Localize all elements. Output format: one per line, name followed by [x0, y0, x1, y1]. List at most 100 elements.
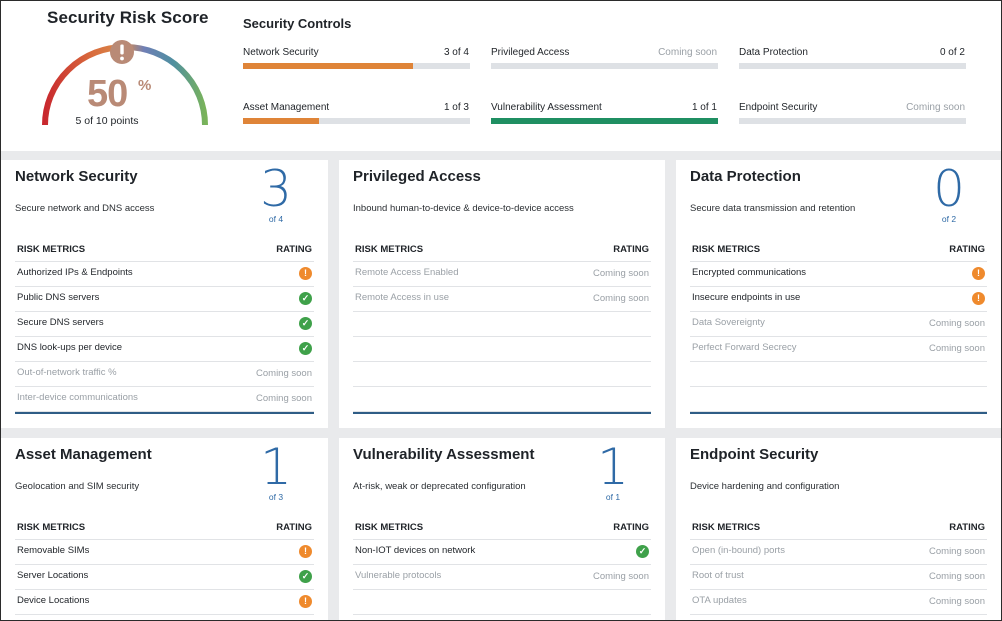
- metrics-header-label: RISK METRICS: [17, 522, 86, 533]
- metric-row[interactable]: DNS look-ups per device ✓: [15, 337, 314, 362]
- rating-header-label: RATING: [949, 522, 985, 533]
- control-progress-bar: [739, 63, 966, 69]
- metric-row[interactable]: Non-IOT devices on network ✓: [353, 540, 651, 565]
- metric-row[interactable]: [690, 362, 987, 387]
- control-value: Coming soon: [658, 47, 717, 58]
- metrics-header-label: RISK METRICS: [355, 244, 424, 255]
- row-rating: Coming soon: [593, 571, 649, 582]
- control-progress-fill: [243, 63, 414, 69]
- control-label: Asset Management: [243, 102, 330, 113]
- control-progress-bar: [491, 118, 718, 124]
- card-title: Asset Management: [15, 446, 152, 463]
- check-icon: ✓: [636, 545, 649, 558]
- control-progress-bar: [739, 118, 966, 124]
- metric-label: Vulnerable protocols: [355, 570, 442, 581]
- metric-row[interactable]: Public DNS servers ✓: [15, 287, 314, 312]
- risk-score-title: Security Risk Score: [47, 8, 209, 27]
- control-progress-bar: [243, 118, 470, 124]
- control-progress-bar: [243, 63, 470, 69]
- metric-label: Remote Access Enabled: [355, 267, 459, 278]
- row-rating: Coming soon: [929, 546, 985, 557]
- card-description: Device hardening and configuration: [690, 481, 840, 492]
- metric-row[interactable]: Device Locations!: [15, 590, 314, 615]
- metric-row[interactable]: [353, 337, 651, 362]
- warning-icon: !: [299, 267, 312, 280]
- control-network-security[interactable]: Network Security 3 of 4: [243, 47, 471, 77]
- card-title: Endpoint Security: [690, 446, 819, 463]
- control-value: 1 of 1: [691, 102, 717, 113]
- metric-row[interactable]: [690, 387, 987, 412]
- card-footer-divider: [15, 412, 314, 414]
- metrics-header-label: RISK METRICS: [692, 244, 761, 255]
- metric-row[interactable]: Removable SIMs!: [15, 540, 314, 565]
- metric-row[interactable]: Open (in-bound) ports Coming soon: [690, 540, 987, 565]
- metric-row[interactable]: Inter-device communications Coming soon: [15, 387, 314, 412]
- metrics-header: RISK METRICS RATING: [353, 520, 651, 540]
- risk-score-points: 5 of 10 points: [75, 115, 139, 127]
- card-title: Network Security: [15, 168, 138, 185]
- control-progress-bar: [491, 63, 718, 69]
- metric-row[interactable]: Insecure endpoints in use!: [690, 287, 987, 312]
- metric-row[interactable]: Vulnerable protocols Coming soon: [353, 565, 651, 590]
- metric-row[interactable]: [353, 312, 651, 337]
- metrics-list: Removable SIMs! Server Locations ✓ Device L…: [15, 540, 314, 615]
- metric-row[interactable]: Out-of-network traffic % Coming soon: [15, 362, 314, 387]
- metric-row[interactable]: Perfect Forward Secrecy Coming soon: [690, 337, 987, 362]
- rating-header-label: RATING: [276, 244, 312, 255]
- risk-score-percent-symbol: %: [138, 77, 152, 94]
- row-rating: Coming soon: [593, 268, 649, 279]
- metric-row[interactable]: Encrypted communications!: [690, 262, 987, 287]
- control-endpoint-security[interactable]: Endpoint Security Coming soon: [739, 102, 967, 132]
- control-value: 3 of 4: [443, 47, 469, 58]
- metric-row[interactable]: Secure DNS servers ✓: [15, 312, 314, 337]
- rating-header-label: RATING: [613, 522, 649, 533]
- metric-label: Root of trust: [692, 570, 744, 581]
- metrics-header-label: RISK METRICS: [692, 522, 761, 533]
- control-asset-management[interactable]: Asset Management 1 of 3: [243, 102, 471, 132]
- metric-row[interactable]: [353, 362, 651, 387]
- summary-panel: Security Risk Score 50 % 5 of 10 points …: [1, 1, 1001, 151]
- metric-label: Data Sovereignty: [692, 317, 765, 328]
- metric-label: Public DNS servers: [17, 292, 100, 303]
- metrics-list: Open (in-bound) ports Coming soon Root of …: [690, 540, 987, 615]
- metric-row[interactable]: [353, 590, 651, 615]
- metrics-header-label: RISK METRICS: [355, 522, 424, 533]
- row-rating: Coming soon: [256, 393, 312, 404]
- metric-row[interactable]: Data Sovereignty Coming soon: [690, 312, 987, 337]
- card-description: Geolocation and SIM security: [15, 481, 140, 492]
- card-score: 0: [933, 160, 965, 218]
- metric-label: Encrypted communications: [692, 267, 807, 278]
- row-rating: Coming soon: [929, 571, 985, 582]
- card-privileged-access: Privileged Access Inbound human-to-device…: [339, 160, 665, 428]
- metrics-list: Encrypted communications! Insecure endpoi…: [690, 262, 987, 412]
- row-rating: Coming soon: [929, 318, 985, 329]
- control-value: Coming soon: [906, 102, 965, 113]
- control-data-protection[interactable]: Data Protection 0 of 2: [739, 47, 967, 77]
- control-privileged-access[interactable]: Privileged Access Coming soon: [491, 47, 719, 77]
- card-title: Privileged Access: [353, 168, 481, 185]
- card-title: Vulnerability Assessment: [353, 446, 535, 463]
- metric-row[interactable]: OTA updates Coming soon: [690, 590, 987, 615]
- control-label: Endpoint Security: [739, 102, 818, 113]
- metric-label: Server Locations: [17, 570, 89, 581]
- metrics-header: RISK METRICS RATING: [690, 242, 987, 262]
- warning-icon: !: [299, 545, 312, 558]
- metric-row[interactable]: Server Locations ✓: [15, 565, 314, 590]
- card-description: Secure data transmission and retention: [690, 203, 856, 214]
- row-rating: Coming soon: [929, 343, 985, 354]
- row-rating: Coming soon: [593, 293, 649, 304]
- control-vulnerability-assessment[interactable]: Vulnerability Assessment 1 of 1: [491, 102, 719, 132]
- metrics-header-label: RISK METRICS: [17, 244, 86, 255]
- metric-row[interactable]: Remote Access in use Coming soon: [353, 287, 651, 312]
- check-icon: ✓: [299, 317, 312, 330]
- risk-score-percent: 50: [87, 73, 128, 115]
- warning-icon: !: [299, 595, 312, 608]
- card-score-total: of 1: [605, 492, 621, 502]
- card-description: At-risk, weak or deprecated configuratio…: [353, 481, 526, 492]
- control-label: Privileged Access: [491, 47, 570, 58]
- card-asset-management: Asset Management Geolocation and SIM secu…: [1, 438, 328, 621]
- metric-row[interactable]: [353, 387, 651, 412]
- metric-row[interactable]: Root of trust Coming soon: [690, 565, 987, 590]
- metric-row[interactable]: Remote Access Enabled Coming soon: [353, 262, 651, 287]
- metric-row[interactable]: Authorized IPs & Endpoints!: [15, 262, 314, 287]
